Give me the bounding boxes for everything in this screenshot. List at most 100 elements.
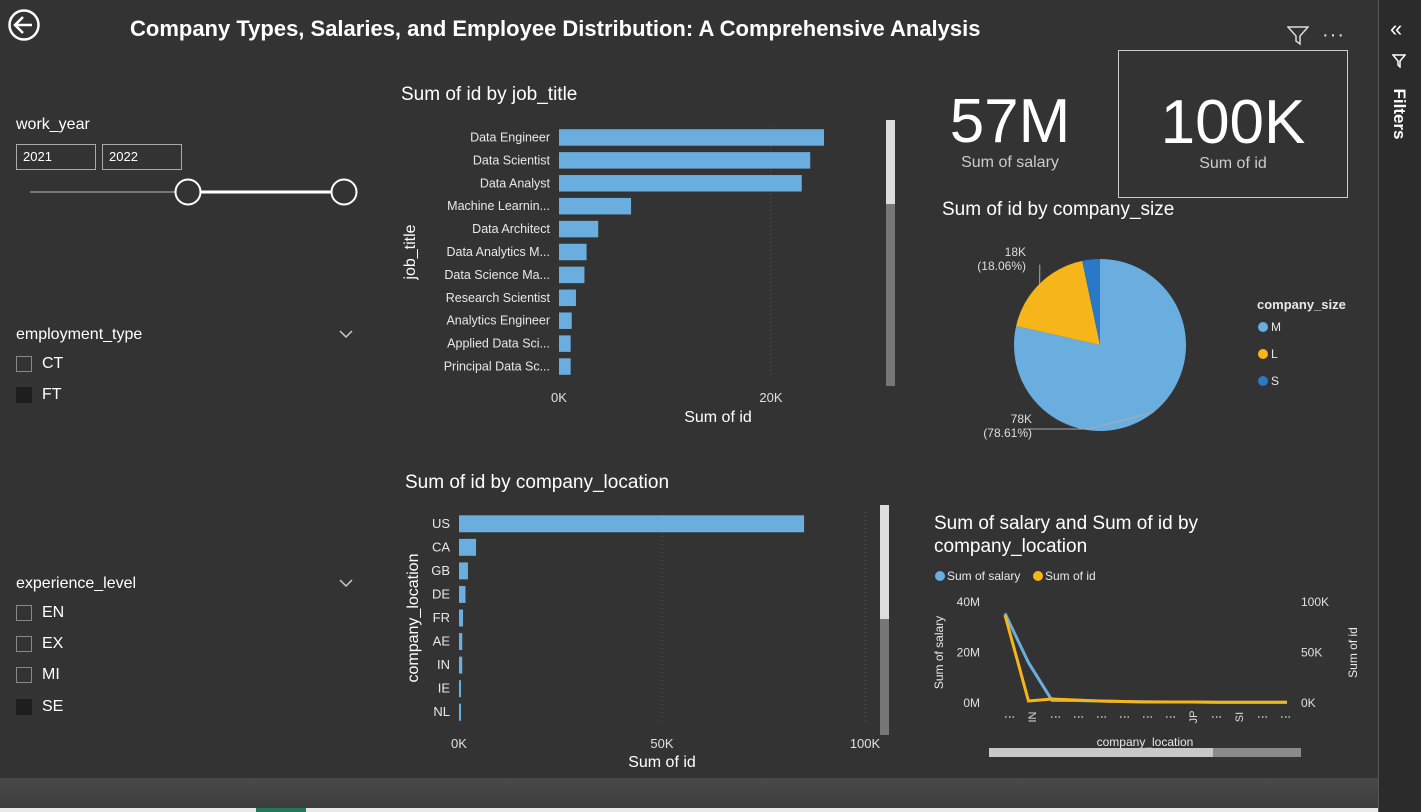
report-title: Company Types, Salaries, and Employee Di… [130, 16, 981, 41]
id-card-value: 100K [1160, 88, 1306, 157]
pie-slice [1016, 260, 1100, 345]
category-label: Machine Learnin... [447, 199, 550, 213]
checkbox[interactable] [16, 356, 32, 372]
filters-pane[interactable]: « Filters [1378, 0, 1421, 812]
left-tick-label: 40M [957, 595, 980, 609]
bar [559, 312, 572, 329]
category-label: Research Scientist [446, 291, 551, 305]
legend-label: M [1271, 320, 1281, 334]
scrollbar-track [880, 505, 889, 735]
category-label: AE [433, 634, 451, 649]
option-label: CT [42, 355, 64, 372]
status-strip [0, 808, 1378, 812]
work-year-from-input[interactable]: 2021 [16, 144, 96, 170]
category-label: Data Architect [472, 222, 550, 236]
x-tick-label: JP [1188, 711, 1200, 724]
x-tick-label: ⋮ [1004, 712, 1016, 723]
id-card-label: Sum of id [1199, 155, 1267, 172]
bar [459, 656, 463, 674]
line-chart-title: Sum of salary and Sum of id by company_l… [934, 513, 1199, 557]
chevron-down-icon[interactable] [338, 577, 354, 589]
collapse-icon[interactable]: « [1390, 16, 1403, 41]
category-label: Data Science Ma... [444, 268, 550, 282]
checkbox-checked[interactable] [16, 699, 32, 715]
bar [559, 335, 571, 352]
company-size-pie-chart[interactable]: 78K(78.61%) 18K(18.06%) company_size MLS [940, 225, 1370, 455]
legend-label: Sum of salary [947, 569, 1020, 583]
bar [459, 515, 805, 533]
checkbox[interactable] [16, 667, 32, 683]
category-label: US [432, 516, 450, 531]
category-label: Data Analytics M... [446, 245, 550, 259]
option-label: MI [42, 666, 60, 683]
right-tick-label: 100K [1301, 595, 1329, 609]
salary-card-value: 57M [949, 87, 1071, 156]
bar [459, 585, 466, 603]
salary-card: 57M Sum of salary [930, 80, 1090, 190]
filter-icon [1392, 54, 1406, 68]
bar [459, 703, 462, 721]
job-title-bar-chart[interactable]: 0K 20K Data Engineer Data Scientist Data Ana… [395, 110, 905, 430]
category-label: Data Engineer [470, 130, 550, 144]
pie-slice [1082, 259, 1100, 345]
checkbox[interactable] [16, 605, 32, 621]
left-axis-label: Sum of salary [932, 616, 946, 689]
x-axis-label: Sum of id [628, 754, 696, 771]
right-axis-label: Sum of id [1346, 627, 1360, 678]
bar [559, 266, 585, 284]
x-axis-label: Sum of id [684, 409, 752, 426]
salary-id-line-chart[interactable]: Sum of salary Sum of id 0M 0K 20M 50K 40M 100K S… [925, 562, 1370, 762]
category-label: IN [437, 657, 450, 672]
right-tick-label: 0K [1301, 696, 1316, 710]
x-axis-label: company_location [1097, 735, 1194, 749]
back-arrow-icon[interactable] [7, 8, 41, 42]
category-label: Analytics Engineer [446, 314, 550, 328]
y-axis-label: company_location [405, 554, 422, 683]
more-options-icon[interactable]: ··· [1322, 24, 1345, 46]
x-tick-label: IN [1027, 711, 1039, 722]
option-label: SE [42, 698, 64, 715]
legend-marker [935, 571, 945, 581]
scrollbar-thumb [880, 505, 889, 619]
bar [559, 152, 811, 169]
company-location-bar-chart[interactable]: 0K 50K 100K US CA GB DE FR AE IN IE NL Sum of id comp… [400, 500, 900, 775]
checkbox-checked[interactable] [16, 387, 32, 403]
legend-title: company_size [1257, 297, 1346, 312]
location-chart-title: Sum of id by company_location [405, 472, 670, 493]
legend-marker [1258, 322, 1268, 332]
work-year-range-slider[interactable] [28, 178, 360, 210]
slice-label: 18K [1005, 245, 1026, 259]
id-card[interactable]: 100K Sum of id [1118, 50, 1348, 198]
x-tick-label: ⋮ [1073, 712, 1085, 723]
legend-label: S [1271, 374, 1279, 388]
left-tick-label: 20M [957, 646, 980, 660]
option-label: FT [42, 386, 62, 403]
bar [559, 358, 571, 375]
slider-handle-end [330, 178, 358, 206]
active-page-tab-indicator[interactable] [256, 808, 306, 812]
filters-pane-label: Filters [1390, 88, 1409, 140]
x-tick-label: ⋮ [1257, 712, 1269, 723]
category-label: Applied Data Sci... [447, 337, 550, 351]
slice-pct: (78.61%) [983, 426, 1032, 440]
bar [559, 175, 802, 192]
option-label: EN [42, 604, 65, 621]
x-tick-label: ⋮ [1119, 712, 1131, 723]
employment-type-slicer-title: employment_type [16, 326, 143, 343]
category-label: GB [431, 563, 450, 578]
slice-label: 78K [1011, 412, 1032, 426]
x-tick-label: 100K [850, 736, 881, 751]
bar [459, 680, 462, 698]
experience-level-slicer-title: experience_level [16, 575, 137, 592]
work-year-to-input[interactable]: 2022 [102, 144, 182, 170]
series-line [1003, 614, 1287, 704]
checkbox[interactable] [16, 636, 32, 652]
legend-marker [1033, 571, 1043, 581]
filter-icon[interactable] [1287, 26, 1309, 46]
bar [459, 562, 468, 580]
series-line [1003, 612, 1287, 704]
chevron-down-icon[interactable] [338, 328, 354, 340]
y-axis-label: job_title [402, 224, 419, 280]
bar [459, 609, 464, 627]
pie-chart-title: Sum of id by company_size [942, 199, 1175, 220]
